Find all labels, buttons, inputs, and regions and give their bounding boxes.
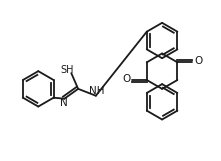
Text: SH: SH	[61, 65, 74, 75]
Text: O: O	[122, 74, 130, 84]
Text: NH: NH	[89, 86, 105, 96]
Text: N: N	[59, 98, 67, 108]
Text: O: O	[194, 56, 202, 66]
